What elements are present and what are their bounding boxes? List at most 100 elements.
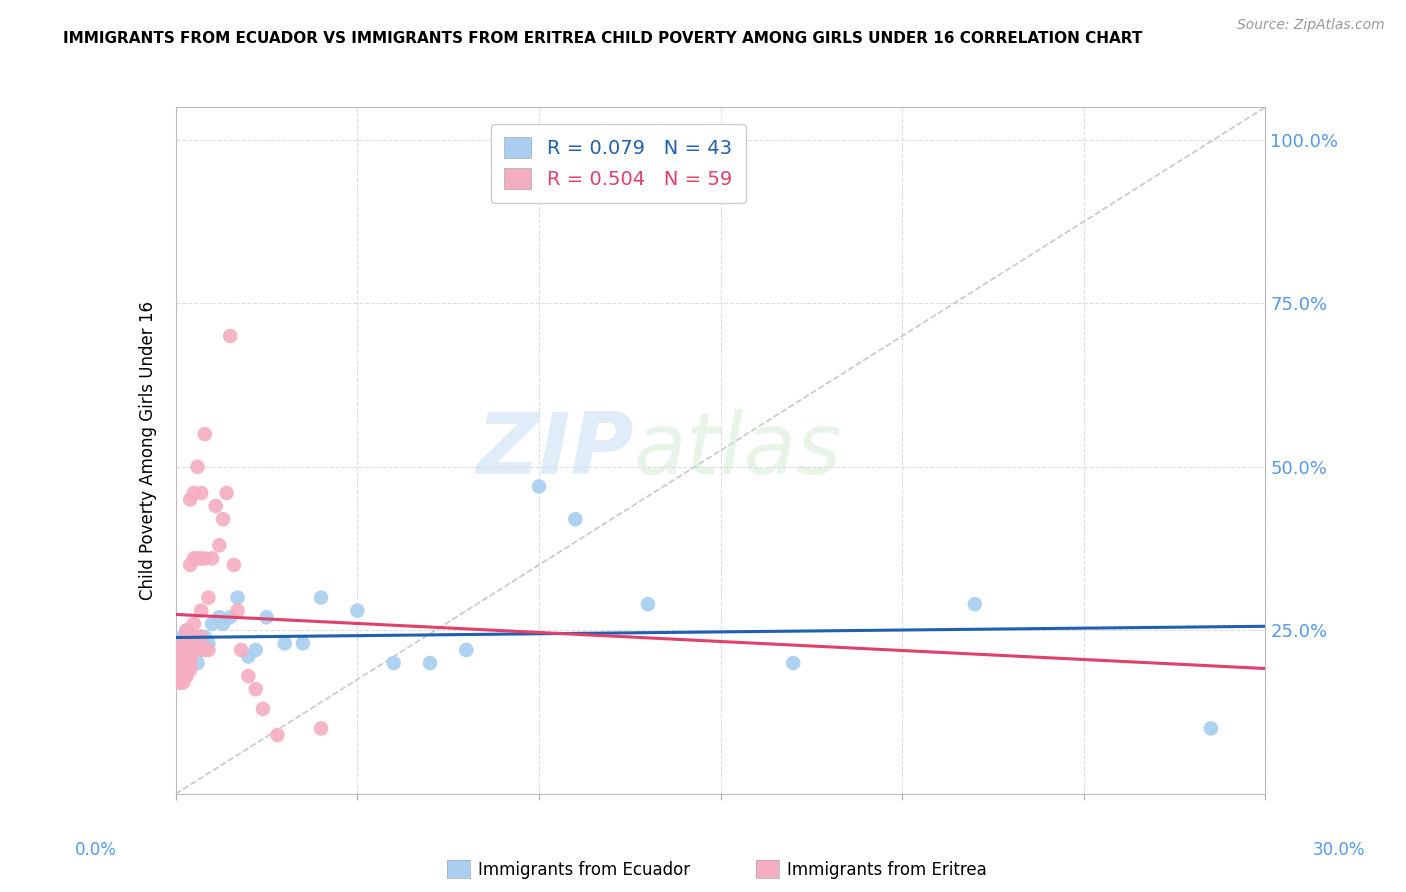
Point xyxy=(190,630,212,644)
Point xyxy=(291,636,314,650)
Y-axis label: Child Poverty Among Girls Under 16: Child Poverty Among Girls Under 16 xyxy=(139,301,157,600)
Point xyxy=(190,604,212,618)
Text: Immigrants from Eritrea: Immigrants from Eritrea xyxy=(787,861,987,879)
Point xyxy=(194,630,217,644)
Point xyxy=(176,643,198,657)
Point xyxy=(194,551,217,566)
Point xyxy=(179,643,201,657)
Point xyxy=(172,649,194,664)
Point xyxy=(226,591,249,605)
Point xyxy=(176,669,198,683)
Point xyxy=(201,616,224,631)
Point xyxy=(190,643,212,657)
Point xyxy=(186,643,209,657)
Point xyxy=(183,643,205,657)
Point xyxy=(176,636,198,650)
Point xyxy=(346,604,368,618)
Point xyxy=(197,636,219,650)
Point xyxy=(172,643,194,657)
Point xyxy=(169,636,191,650)
Point xyxy=(172,649,194,664)
Point xyxy=(183,551,205,566)
Point xyxy=(176,630,198,644)
Legend: R = 0.079   N = 43, R = 0.504   N = 59: R = 0.079 N = 43, R = 0.504 N = 59 xyxy=(491,124,745,203)
Point xyxy=(238,649,260,664)
Text: ZIP: ZIP xyxy=(475,409,633,492)
Point xyxy=(1199,722,1222,736)
Point xyxy=(226,604,249,618)
Point xyxy=(186,459,209,474)
Point xyxy=(456,643,478,657)
Point xyxy=(169,643,191,657)
Point xyxy=(183,643,205,657)
Point xyxy=(172,663,194,677)
Point xyxy=(179,656,201,670)
Point xyxy=(176,663,198,677)
Point xyxy=(176,656,198,670)
Point xyxy=(172,643,194,657)
Point xyxy=(527,479,550,493)
Point xyxy=(219,610,242,624)
Point xyxy=(179,636,201,650)
Point xyxy=(564,512,586,526)
Point xyxy=(186,630,209,644)
Point xyxy=(309,722,332,736)
Point xyxy=(212,512,235,526)
Text: atlas: atlas xyxy=(633,409,841,492)
Text: 30.0%: 30.0% xyxy=(1312,840,1365,858)
Point xyxy=(194,427,217,442)
Point xyxy=(782,656,804,670)
Point xyxy=(179,663,201,677)
Point xyxy=(176,649,198,664)
Point xyxy=(963,597,986,611)
Point xyxy=(186,643,209,657)
Point xyxy=(197,591,219,605)
Point xyxy=(169,675,191,690)
Point xyxy=(231,643,253,657)
Point xyxy=(169,663,191,677)
Point xyxy=(204,499,226,513)
Point xyxy=(179,636,201,650)
Point xyxy=(183,616,205,631)
Point xyxy=(172,675,194,690)
Point xyxy=(176,624,198,638)
Text: Immigrants from Ecuador: Immigrants from Ecuador xyxy=(478,861,690,879)
Point xyxy=(172,636,194,650)
Point xyxy=(197,643,219,657)
Point xyxy=(179,630,201,644)
Point xyxy=(183,486,205,500)
Point xyxy=(172,669,194,683)
Point xyxy=(208,538,231,552)
Point xyxy=(637,597,659,611)
Point xyxy=(256,610,278,624)
Point xyxy=(172,656,194,670)
Point xyxy=(212,616,235,631)
Point xyxy=(208,610,231,624)
Point xyxy=(176,624,198,638)
Point xyxy=(266,728,288,742)
Point xyxy=(219,329,242,343)
Point xyxy=(245,643,267,657)
Point xyxy=(179,649,201,664)
Point xyxy=(183,630,205,644)
Point xyxy=(179,492,201,507)
Point xyxy=(169,669,191,683)
Point xyxy=(186,551,209,566)
Point xyxy=(176,643,198,657)
Point xyxy=(186,656,209,670)
Point xyxy=(252,702,274,716)
Point xyxy=(274,636,297,650)
Point xyxy=(179,649,201,664)
Point xyxy=(176,656,198,670)
Point xyxy=(169,649,191,664)
Point xyxy=(245,682,267,697)
Point xyxy=(190,486,212,500)
Point xyxy=(176,649,198,664)
Point xyxy=(190,630,212,644)
Point xyxy=(183,630,205,644)
Point xyxy=(194,643,217,657)
Point xyxy=(172,656,194,670)
Point xyxy=(179,558,201,572)
Point xyxy=(190,551,212,566)
Point xyxy=(309,591,332,605)
